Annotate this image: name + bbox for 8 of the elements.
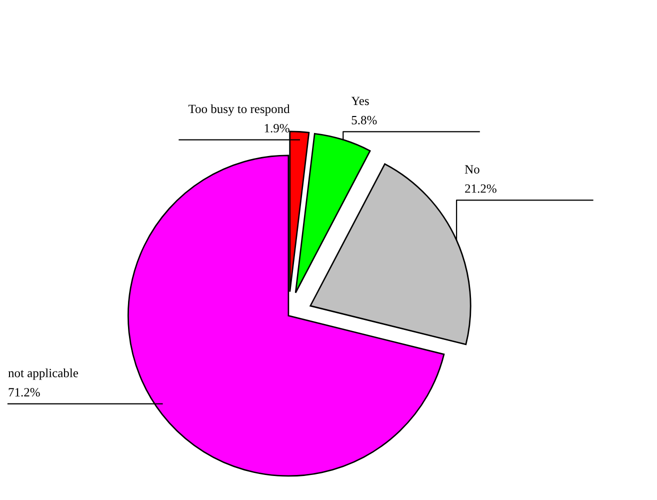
data-label: 71.2% <box>8 388 40 397</box>
data-label: 1.9% <box>264 124 290 132</box>
slice-label: No <box>464 165 480 174</box>
slice-label: Yes <box>351 96 369 106</box>
data-label: 21.2% <box>465 184 496 193</box>
data-label: 5.8% <box>352 116 377 124</box>
slice-label: Too busy to respond <box>188 104 290 116</box>
slice-label: not applicable <box>8 368 78 380</box>
